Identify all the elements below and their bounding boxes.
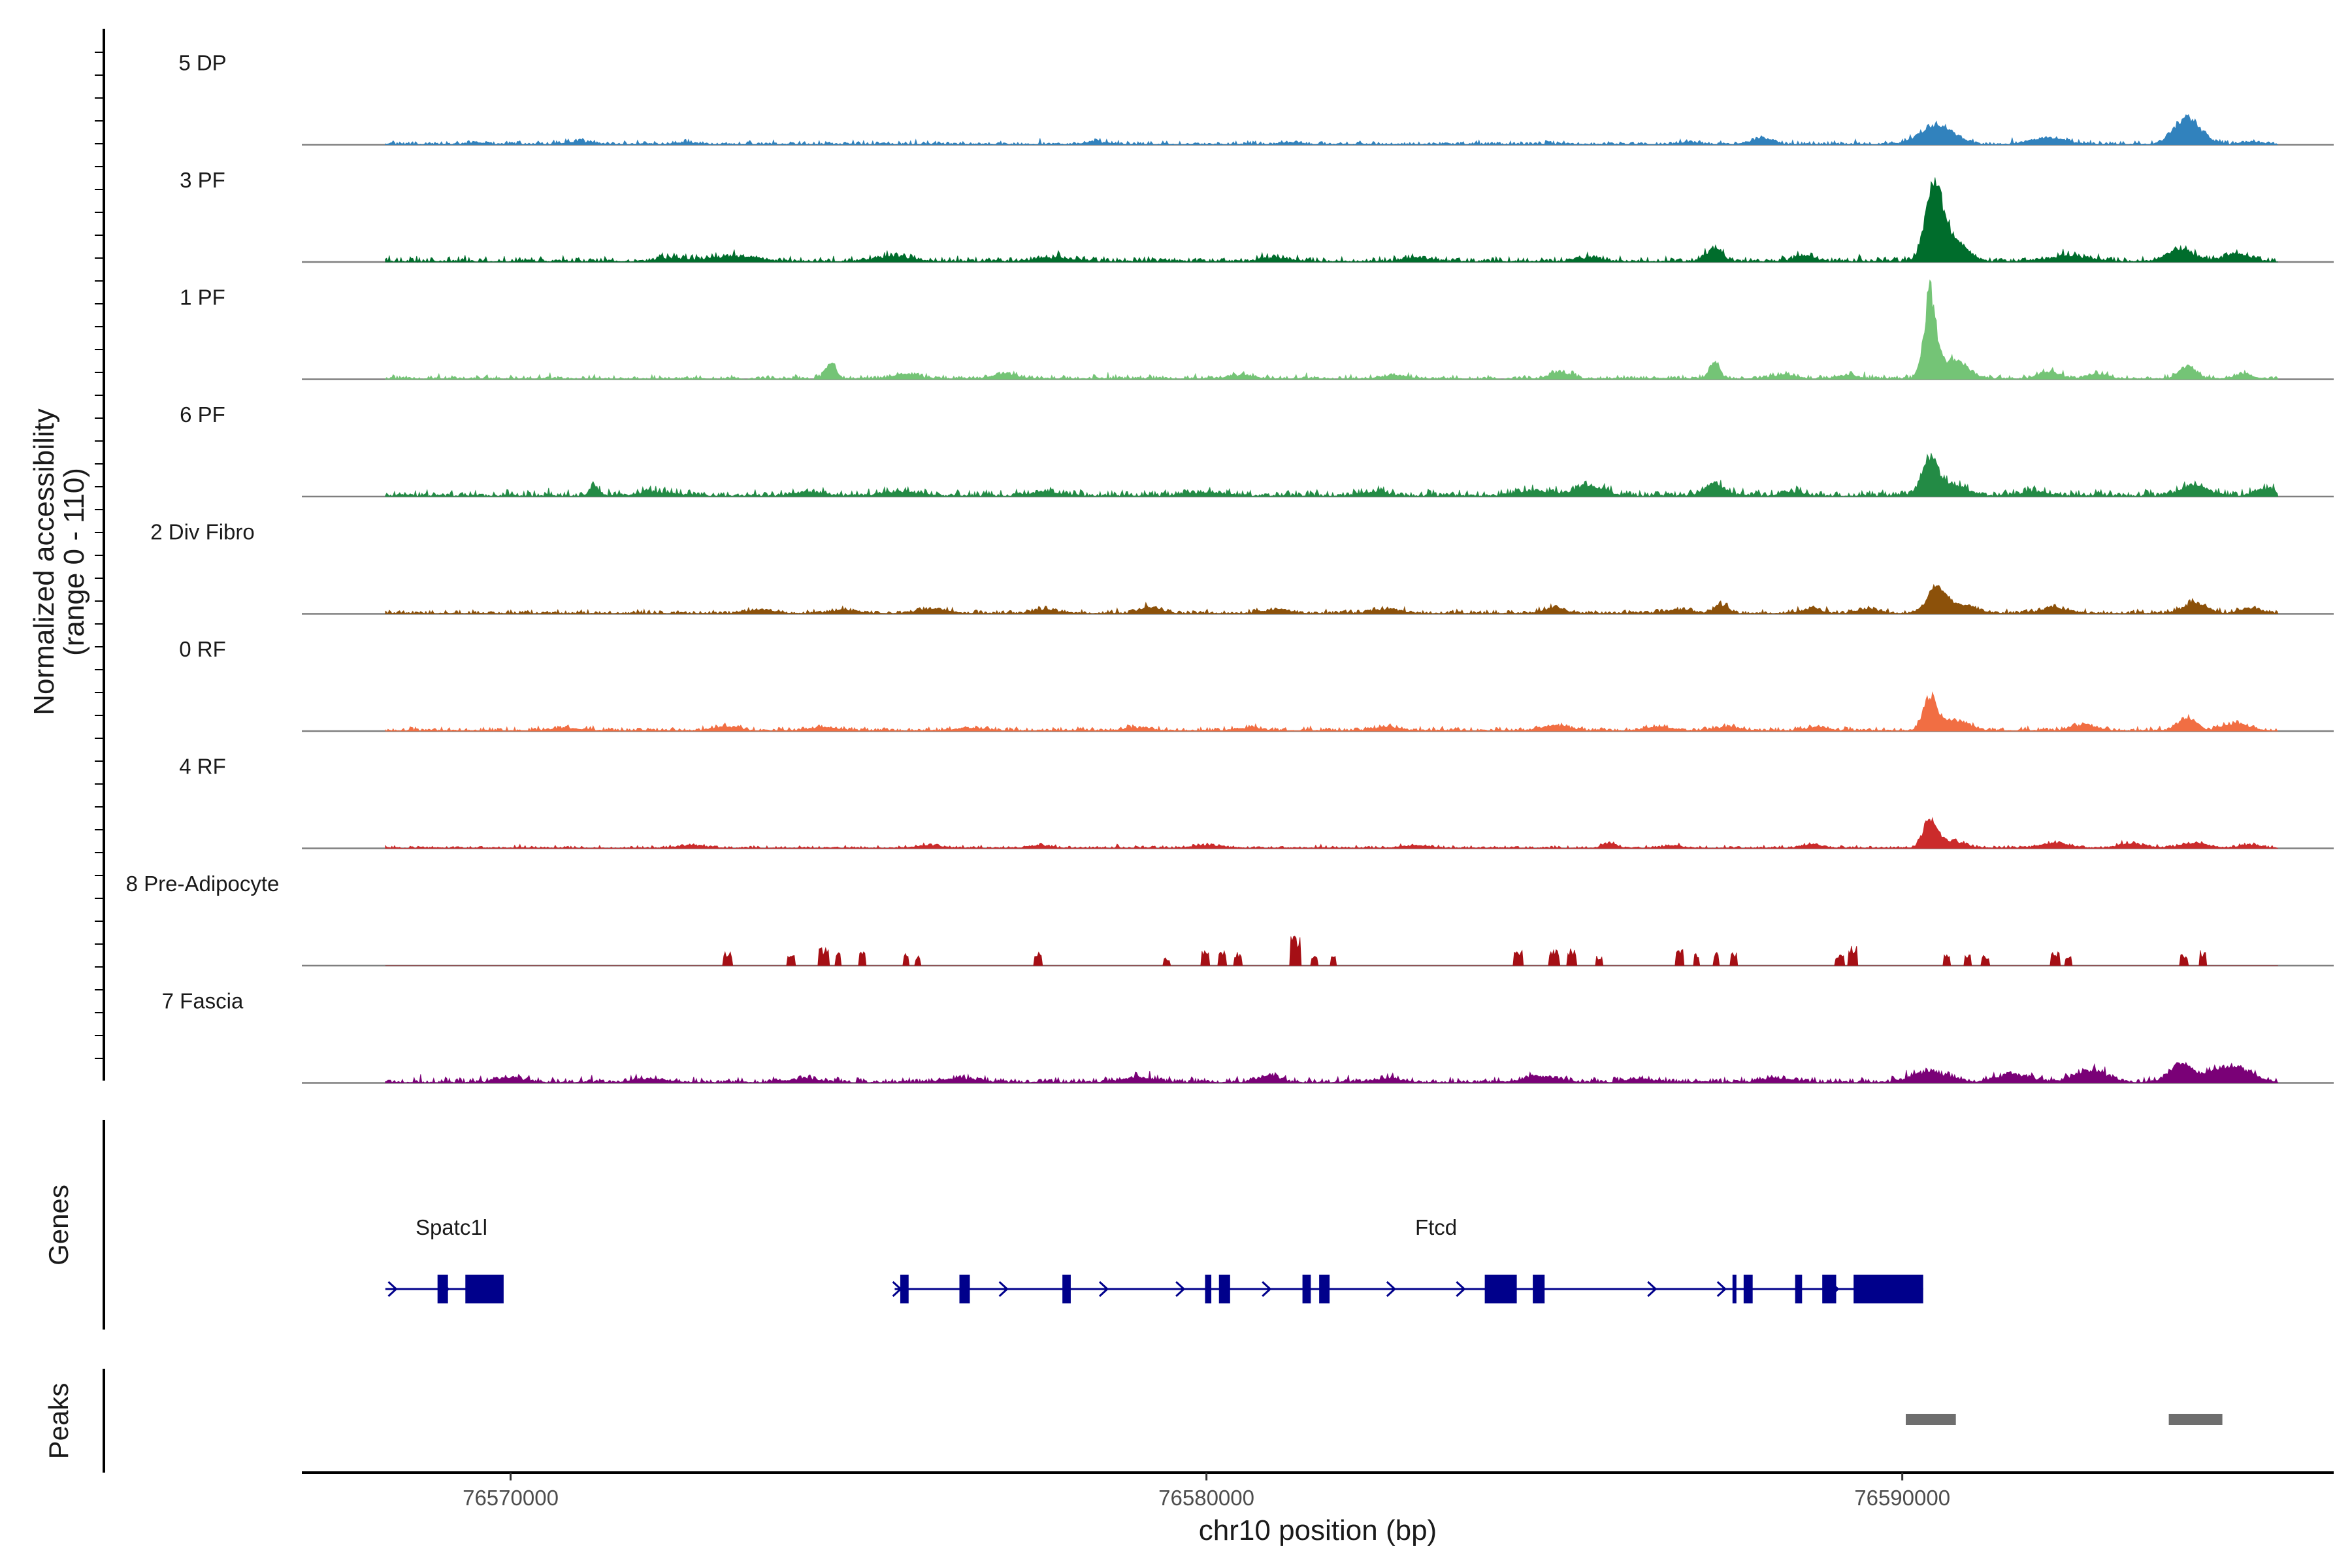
y-axis-title: Normalized accessibility (range 0 - 110): [28, 408, 90, 715]
exon: [959, 1275, 970, 1303]
exon: [465, 1275, 504, 1303]
strand-arrow: [387, 1281, 398, 1298]
track-3: 6 PF: [180, 402, 2334, 498]
track-4: 2 Div Fibro: [150, 520, 2334, 615]
track-label: 4 RF: [179, 755, 226, 779]
track-label: 2 Div Fibro: [150, 520, 255, 544]
track-label: 7 Fascia: [162, 989, 244, 1013]
peaks-panel: Peaks: [43, 1369, 2223, 1473]
x-axis: 76570000 76580000 76590000 chr10 position …: [302, 1471, 2334, 1546]
x-axis-title: chr10 position (bp): [1199, 1514, 1437, 1546]
strand-arrow: [1098, 1281, 1109, 1298]
gene-model: Ftcd: [892, 1215, 1923, 1303]
strand-arrow: [1262, 1281, 1272, 1298]
y-axis-title-line2: (range 0 - 110): [58, 468, 90, 656]
track-label: 5 DP: [178, 51, 226, 75]
track-label: 8 Pre-Adipocyte: [126, 872, 280, 896]
x-tick-label: 76570000: [463, 1486, 559, 1510]
peaks-panel-title: Peaks: [43, 1383, 74, 1460]
exon: [1319, 1275, 1330, 1303]
track-coverage-area: [385, 453, 2279, 498]
peak-regions: [1905, 1414, 2223, 1425]
exon: [1822, 1275, 1837, 1303]
y-axis-title-line1: Normalized accessibility: [28, 408, 60, 715]
track-5: 0 RF: [179, 637, 2334, 732]
track-label: 1 PF: [180, 286, 225, 310]
x-tick-label: 76590000: [1854, 1486, 1950, 1510]
genes-panel-title: Genes: [43, 1184, 74, 1266]
track-coverage-area: [385, 279, 2279, 380]
strand-arrow: [1716, 1281, 1727, 1298]
coverage-tracks: 5 DP 3 PF 1 PF 6 PF 2 Div Fibro 0 RF 4 RF 8 Pre…: [126, 51, 2334, 1084]
exon: [1062, 1275, 1071, 1303]
exon: [437, 1275, 448, 1303]
track-coverage-area: [385, 936, 2278, 966]
peak-region: [1905, 1414, 1956, 1425]
strand-arrow: [998, 1281, 1009, 1298]
exon: [1743, 1275, 1753, 1303]
exon: [900, 1275, 909, 1303]
gene-model: Spatc1l: [385, 1215, 504, 1303]
exon: [1484, 1275, 1517, 1303]
x-tick-label: 76580000: [1158, 1486, 1254, 1510]
strand-arrow: [1456, 1281, 1466, 1298]
track-1: 3 PF: [180, 168, 2334, 263]
gene-name-label: Spatc1l: [416, 1215, 487, 1239]
track-coverage-area: [385, 177, 2278, 263]
exon: [1302, 1275, 1311, 1303]
track-8: 7 Fascia: [162, 989, 2334, 1084]
track-coverage-area: [385, 817, 2278, 849]
strand-arrow: [1647, 1281, 1658, 1298]
track-label: 0 RF: [179, 637, 226, 661]
coverage-y-axis: [95, 29, 105, 1081]
track-label: 6 PF: [180, 402, 225, 427]
exon: [1218, 1275, 1230, 1303]
track-coverage-area: [385, 114, 2278, 146]
strand-arrow: [1386, 1281, 1397, 1298]
track-2: 1 PF: [180, 279, 2334, 380]
track-coverage-area: [385, 1062, 2279, 1084]
x-axis-ticks: 76570000 76580000 76590000: [463, 1473, 1950, 1510]
track-0: 5 DP: [178, 51, 2334, 146]
exon: [1854, 1275, 1923, 1303]
track-coverage-area: [385, 583, 2279, 615]
track-coverage-area: [385, 691, 2278, 732]
exon: [1732, 1275, 1737, 1303]
peak-region: [2168, 1414, 2223, 1425]
exon: [1205, 1275, 1212, 1303]
exon: [1795, 1275, 1803, 1303]
exon: [1533, 1275, 1545, 1303]
track-6: 4 RF: [179, 755, 2334, 849]
track-label: 3 PF: [180, 168, 225, 192]
gene-name-label: Ftcd: [1415, 1215, 1457, 1239]
gene-models: Spatc1l Ftcd: [385, 1215, 1923, 1303]
strand-arrow: [1175, 1281, 1186, 1298]
track-7: 8 Pre-Adipocyte: [126, 872, 2334, 967]
genes-panel: Genes Spatc1l Ftcd: [43, 1120, 1923, 1330]
